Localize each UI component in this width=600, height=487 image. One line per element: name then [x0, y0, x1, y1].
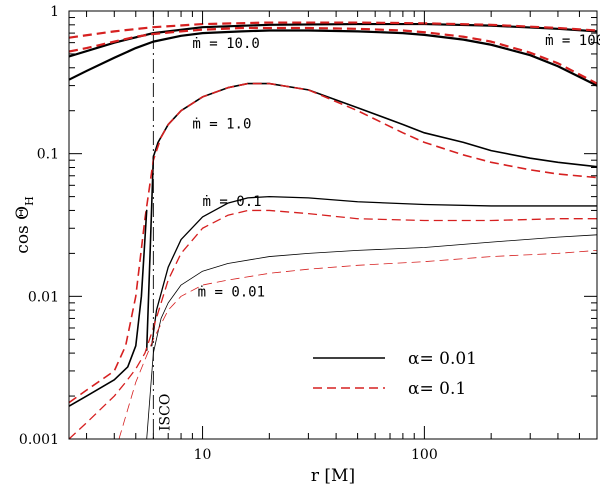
annot-layer: ṁ = 100.0 ṁ = 10.0 ṁ = 1.0 ṁ = 0.1 ṁ = 0.01	[192, 33, 600, 301]
x-axis-label: r [M]	[311, 466, 355, 486]
series-line-9	[69, 209, 597, 439]
x-tick-label: 100	[411, 447, 438, 463]
y-tick-label: 1	[50, 4, 59, 20]
series-line-7	[69, 209, 148, 407]
series-line-6	[69, 82, 597, 404]
mdot-annotation: ṁ = 100.0	[545, 33, 600, 49]
legend-label-2: α= 0.1	[408, 379, 466, 399]
legend-label-1: α= 0.01	[408, 349, 477, 369]
series-line-8	[151, 195, 597, 347]
x-tick-label: 10	[194, 447, 212, 463]
y-tick-label: 0.1	[37, 147, 59, 163]
y-tick-label: 0.001	[19, 432, 59, 448]
y-tick-label: 0.01	[28, 289, 59, 305]
isco-label: ISCO	[157, 394, 173, 431]
y-axis-label-main: cos Θ	[13, 206, 33, 254]
y-axis-label: cos ΘH	[13, 196, 36, 253]
series-line-4	[69, 26, 597, 85]
isco-layer: ISCO	[152, 11, 173, 439]
legend-layer: α= 0.01 α= 0.1	[313, 349, 477, 399]
series-layer	[69, 21, 597, 439]
labels-layer: 10 100 0.001 0.01 0.1 1 r [M] cos ΘH	[13, 4, 438, 486]
series-line-11	[118, 249, 597, 439]
series-line-2	[69, 21, 597, 39]
mdot-annotation: ṁ = 10.0	[192, 36, 259, 52]
mdot-annotation: ṁ = 1.0	[192, 117, 251, 133]
y-axis-label-sub: H	[23, 196, 36, 206]
mdot-annotation: ṁ = 0.1	[203, 194, 262, 210]
ticks-layer	[69, 10, 598, 440]
plot-frame	[68, 10, 598, 440]
mdot-annotation: ṁ = 0.01	[198, 284, 265, 300]
series-line-3	[69, 29, 597, 87]
series-line-10	[146, 234, 597, 439]
